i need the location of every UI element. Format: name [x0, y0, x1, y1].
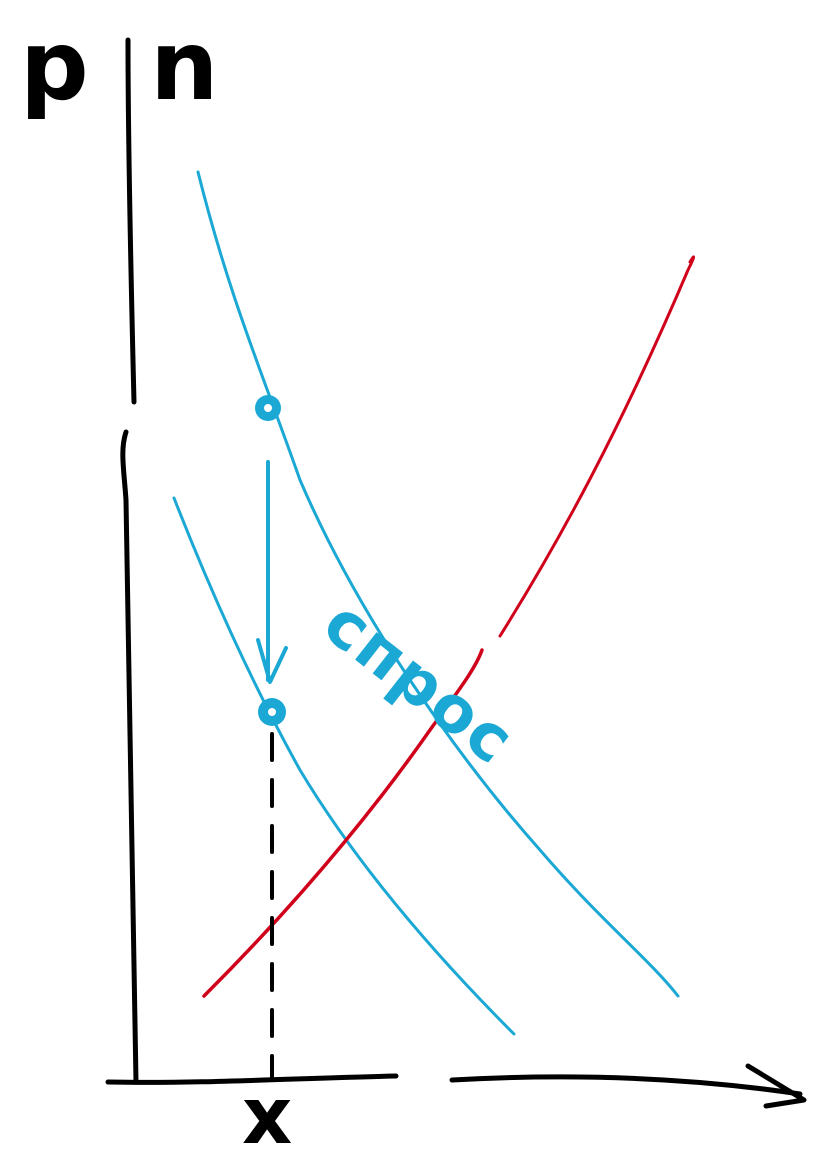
shift-arrowhead — [256, 638, 288, 684]
y-axis — [125, 37, 137, 405]
supply-curve — [202, 648, 484, 998]
x-axis-right — [449, 1074, 803, 1097]
demand-curve-shifted — [172, 496, 516, 1036]
point-shifted-center — [268, 708, 276, 716]
y-axis-label: p n — [20, 10, 233, 122]
x-axis-label: x — [242, 1072, 293, 1162]
x-axis-arrowhead — [745, 1063, 807, 1109]
supply-curve-upper — [498, 255, 696, 638]
demand-curve-initial — [196, 170, 680, 998]
y-axis-lower — [120, 429, 139, 1085]
x-axis — [105, 1073, 399, 1085]
point-initial-center — [264, 404, 272, 412]
